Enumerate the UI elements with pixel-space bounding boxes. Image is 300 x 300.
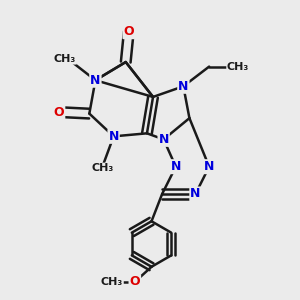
Text: N: N — [158, 133, 169, 146]
Text: CH₃: CH₃ — [101, 277, 123, 287]
Text: N: N — [90, 74, 100, 87]
Text: N: N — [204, 160, 214, 173]
Text: N: N — [190, 188, 201, 200]
Text: CH₃: CH₃ — [227, 61, 249, 72]
Text: N: N — [171, 160, 181, 173]
Text: O: O — [54, 106, 64, 118]
Text: O: O — [130, 275, 140, 288]
Text: CH₃: CH₃ — [54, 54, 76, 64]
Text: N: N — [108, 130, 119, 143]
Text: CH₃: CH₃ — [92, 163, 114, 173]
Text: O: O — [124, 25, 134, 38]
Text: N: N — [178, 80, 188, 93]
